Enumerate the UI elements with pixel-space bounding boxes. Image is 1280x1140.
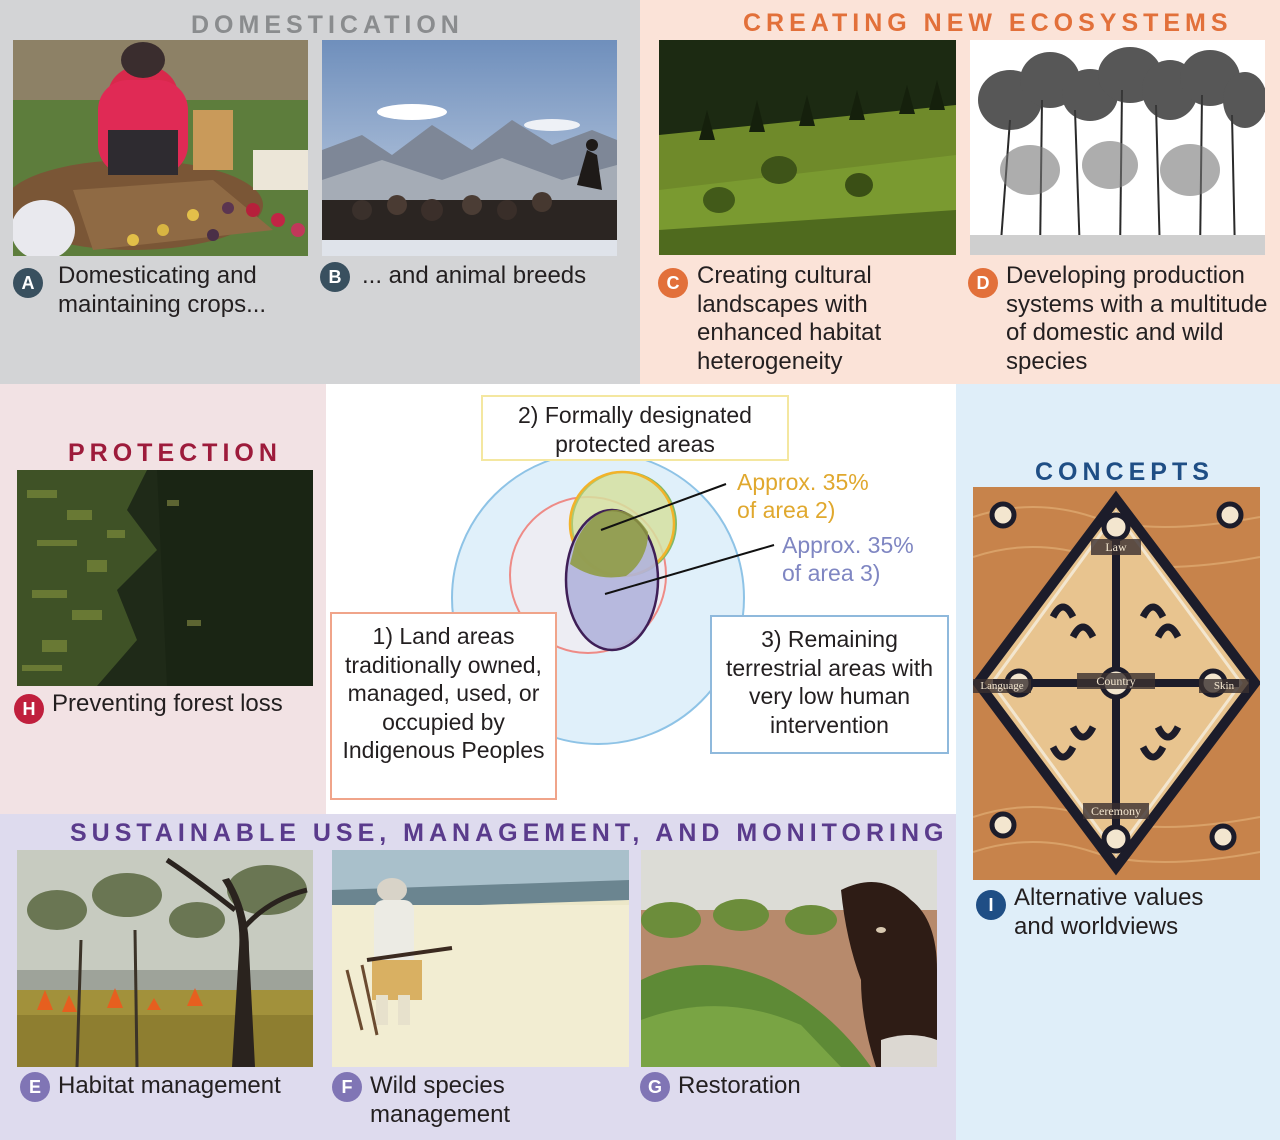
concepts-title: CONCEPTS — [1035, 458, 1214, 486]
satellite-forest-photo — [17, 470, 313, 686]
badge-b: B — [320, 262, 350, 292]
box-low-intervention: 3) Remaining terrestrial areas with very … — [710, 615, 949, 754]
protection-title: PROTECTION — [68, 439, 282, 467]
caption-b: ... and animal breeds — [362, 262, 587, 289]
photo-restoration — [641, 850, 937, 1067]
painting-label-ceremony: Ceremony — [1091, 804, 1141, 818]
box-protected-areas: 2) Formally designated protected areas — [481, 395, 789, 461]
venn-olive-overlap — [570, 509, 649, 578]
box-indigenous-lands: 1) Land areas traditionally owned, manage… — [330, 612, 557, 800]
badge-g: G — [640, 1072, 670, 1102]
approx-area2-label: Approx. 35% of area 2) — [737, 469, 869, 523]
caption-d: Developing production systems with a mult… — [1006, 262, 1268, 375]
painting-label-law: Law — [1105, 540, 1127, 554]
badge-i: I — [976, 890, 1006, 920]
badge-f: F — [332, 1072, 362, 1102]
badge-e: E — [20, 1072, 50, 1102]
photo-habitat-management — [17, 850, 313, 1067]
venn-panel: 2) Formally designated protected areas Ap… — [326, 384, 956, 814]
sustainable-title: SUSTAINABLE USE, MANAGEMENT, AND MONITOR… — [70, 819, 949, 847]
painting-label-country: Country — [1096, 674, 1136, 688]
badge-h: H — [14, 694, 44, 724]
caption-i: Alternative values and worldviews — [1014, 884, 1204, 940]
pointer-line-area2 — [600, 483, 727, 531]
badge-a: A — [13, 268, 43, 298]
domestication-title: DOMESTICATION — [191, 11, 464, 39]
protection-panel: PROTECTION H Preventing forest loss — [0, 384, 326, 814]
ecosystems-panel: CREATING NEW ECOSYSTEMS — [640, 0, 1280, 384]
caption-a: Domesticating and maintaining crops... — [58, 262, 267, 318]
ecosystems-title: CREATING NEW ECOSYSTEMS — [743, 9, 1233, 37]
photo-crops — [13, 40, 308, 256]
badge-d: D — [968, 268, 998, 298]
caption-f: Wild species management — [370, 1072, 511, 1128]
domestication-panel: DOMESTICATION — [0, 0, 640, 384]
venn-diagram — [451, 451, 775, 745]
caption-g: Restoration — [678, 1072, 801, 1099]
drawing-production-systems — [970, 40, 1265, 255]
painting-label-language: Language — [980, 680, 1024, 692]
painting-label-skin: Skin — [1213, 680, 1235, 692]
pointer-line-area3 — [604, 544, 775, 595]
photo-cultural-landscape — [659, 40, 956, 255]
caption-c: Creating cultural landscapes with enhance… — [697, 262, 882, 375]
photo-animal-breeds — [322, 40, 617, 256]
badge-c: C — [658, 268, 688, 298]
caption-h: Preventing forest loss — [52, 690, 283, 717]
photo-wild-species-management — [332, 850, 629, 1067]
approx-area3-label: Approx. 35% of area 3) — [782, 532, 914, 586]
concepts-panel: CONCEPTS — [956, 384, 1280, 1140]
caption-e: Habitat management — [58, 1072, 281, 1099]
sustainable-panel: SUSTAINABLE USE, MANAGEMENT, AND MONITOR… — [0, 814, 956, 1140]
aboriginal-painting: Law Country Ceremony Language Skin — [973, 487, 1260, 880]
